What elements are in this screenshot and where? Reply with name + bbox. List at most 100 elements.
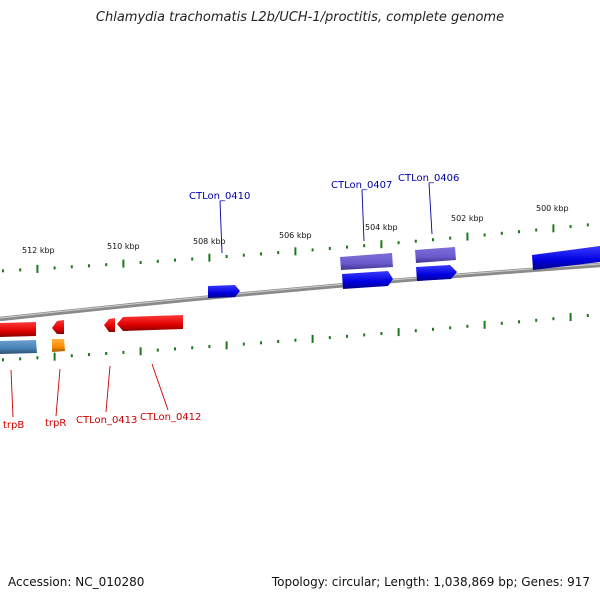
gene-ctlon-0410[interactable] (208, 285, 240, 298)
forward-tick-row (2, 223, 589, 273)
scale-tick (397, 241, 400, 245)
label-ctlon-0406[interactable]: CTLon_0406 (398, 173, 459, 184)
scale-tick (449, 236, 452, 240)
scale-tick (277, 340, 280, 343)
scale-tick (105, 352, 108, 355)
label-ctlon-0413[interactable]: CTLon_0413 (76, 415, 137, 426)
scale-tick (174, 347, 176, 351)
genome-backbone-highlight (0, 263, 600, 319)
leader-ctlon-0407 (361, 189, 365, 242)
scale-tick (363, 244, 366, 248)
scale-tick (518, 320, 520, 324)
scale-tick (139, 347, 142, 356)
scale-tick (483, 233, 486, 237)
scale-tick (346, 334, 348, 338)
leader-ctlon-0412 (151, 363, 169, 411)
leader-trpr (55, 368, 61, 417)
scale-tick (328, 247, 331, 250)
trpb-secondary-feature[interactable] (0, 340, 37, 354)
scale-tick (122, 350, 125, 354)
scale-tick (191, 346, 194, 350)
gene-ctlon-0413[interactable] (104, 318, 115, 332)
scale-tick (88, 264, 90, 268)
scale-tick (363, 333, 366, 337)
label-ctlon-0410[interactable]: CTLon_0410 (189, 191, 250, 202)
scale-label-508: 508 kbp (193, 237, 226, 246)
scale-tick (156, 259, 159, 263)
scale-tick (380, 240, 383, 249)
scale-tick (36, 356, 39, 360)
gene-forward-edge[interactable] (532, 246, 600, 270)
label-trpr[interactable]: trpR (45, 418, 66, 429)
scale-tick (346, 245, 348, 249)
leader-ctlon-0413 (105, 365, 111, 413)
scale-label-510: 510 kbp (107, 242, 140, 251)
label-trpb[interactable]: trpB (3, 420, 24, 431)
scale-label-502: 502 kbp (451, 214, 484, 223)
gene-ctlon-0406[interactable] (416, 265, 457, 281)
leader-ctlon-0406 (428, 182, 433, 235)
scale-tick (242, 342, 245, 346)
scale-tick (53, 352, 56, 361)
gene-ctlon-0407[interactable] (342, 271, 393, 289)
genome-backbone (0, 262, 600, 322)
scale-tick (88, 353, 90, 357)
scale-tick (552, 317, 555, 321)
scale-tick (552, 224, 555, 233)
scale-label-506: 506 kbp (279, 231, 312, 240)
scale-tick (414, 239, 417, 243)
scale-tick (208, 253, 211, 262)
scale-label-504: 504 kbp (365, 223, 398, 232)
leader-ctlon-0410 (219, 200, 223, 254)
scale-tick (569, 313, 572, 322)
scale-tick (535, 318, 538, 322)
scale-tick (535, 228, 538, 232)
label-ctlon-0407[interactable]: CTLon_0407 (331, 180, 392, 191)
accession-text: Accession: NC_010280 (8, 575, 145, 589)
scale-tick (174, 258, 176, 262)
scale-tick (260, 341, 262, 345)
scale-label-512: 512 kbp (22, 246, 55, 255)
scale-tick (225, 341, 228, 350)
reverse-tick-row (2, 313, 589, 362)
scale-tick (500, 321, 503, 325)
scale-tick (586, 223, 589, 227)
scale-tick (294, 247, 297, 256)
scale-tick (19, 357, 22, 361)
scale-tick (105, 263, 108, 267)
rrna-feature-1[interactable] (340, 253, 393, 270)
scale-tick (569, 225, 572, 229)
scale-tick (19, 268, 22, 272)
scale-tick (122, 259, 125, 268)
scale-tick (260, 252, 262, 256)
topology-text: Topology: circular; Length: 1,038,869 bp… (271, 575, 590, 589)
scale-tick (311, 334, 314, 343)
scale-tick (432, 238, 434, 242)
scale-tick (2, 358, 4, 362)
scale-tick (242, 253, 245, 257)
scale-label-500: 500 kbp (536, 204, 569, 213)
gene-trpb[interactable] (0, 322, 36, 337)
scale-tick (225, 255, 228, 258)
leader-trpb (10, 369, 14, 418)
scale-tick (191, 257, 194, 261)
scale-tick (380, 332, 383, 335)
label-ctlon-0412[interactable]: CTLon_0412 (140, 412, 201, 423)
trpr-secondary-feature[interactable] (52, 339, 65, 352)
gene-trpr[interactable] (52, 320, 64, 334)
scale-tick (397, 328, 400, 337)
scale-tick (156, 348, 159, 352)
gene-ctlon-0412[interactable] (117, 315, 183, 331)
scale-tick (466, 324, 469, 328)
scale-tick (36, 264, 39, 273)
scale-tick (483, 320, 486, 329)
scale-tick (466, 232, 469, 241)
scale-tick (70, 354, 73, 358)
map-title: Chlamydia trachomatis L2b/UCH-1/proctiti… (95, 10, 505, 25)
scale-tick (208, 345, 211, 348)
scale-tick (414, 329, 417, 333)
scale-tick (328, 336, 331, 340)
scale-tick (518, 230, 520, 234)
rrna-feature-2[interactable] (415, 247, 456, 263)
